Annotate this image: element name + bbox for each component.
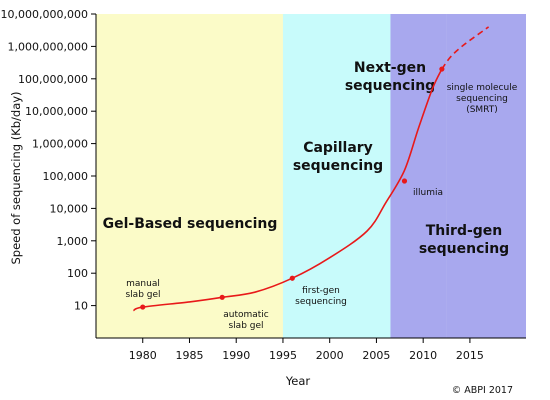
- y-tick-label-2: 1,000: [57, 235, 89, 248]
- y-tick-label-6: 10,000,000: [25, 105, 88, 118]
- x-tick-label-6: 2010: [409, 349, 437, 362]
- marker-point-3: [401, 178, 408, 184]
- region-band-2: [390, 14, 447, 338]
- era-regions: [96, 14, 526, 338]
- y-axis-title: Speed of sequencing (Kb/day): [9, 91, 23, 264]
- y-tick-label-9: 10,000,000,000: [1, 8, 88, 21]
- x-tick-label-4: 2000: [316, 349, 344, 362]
- marker-label-3: illumia: [413, 188, 443, 198]
- marker-point-2: [289, 275, 295, 281]
- y-tick-label-4: 100,000: [43, 170, 89, 183]
- region-label-1: Capillary sequencing: [293, 140, 383, 174]
- marker-point-4: [439, 66, 445, 72]
- marker-annotations: manual slab gel automatic slab gel first-gen…: [125, 83, 517, 331]
- axes: 10 100 1,000 10,000 100,000 1,000,000 10,000,0…: [1, 8, 526, 362]
- data-markers: [140, 66, 445, 310]
- era-labels: Gel-Based sequencing Capillary sequencing N…: [103, 60, 510, 257]
- y-tick-label-7: 100,000,000: [18, 73, 88, 86]
- y-tick-label-1: 100: [67, 267, 88, 280]
- marker-label-2: first-gen sequencing: [295, 286, 347, 307]
- copyright-notice: © ABPI 2017: [452, 385, 513, 396]
- marker-label-4: single molecule sequencing (SMRT): [447, 83, 518, 115]
- y-tick-label-8: 1,000,000,000: [8, 40, 88, 53]
- x-tick-label-2: 1990: [222, 349, 250, 362]
- x-axis-title: Year: [285, 374, 311, 388]
- y-tick-label-0: 10: [74, 300, 88, 313]
- data-series: [132, 26, 490, 312]
- region-label-3: Third-gen sequencing: [419, 223, 509, 257]
- y-tick-label-3: 10,000: [50, 202, 89, 215]
- x-tick-label-3: 1995: [269, 349, 297, 362]
- marker-point-1: [219, 294, 225, 300]
- marker-label-1: automatic slab gel: [223, 310, 269, 331]
- marker-label-0: manual slab gel: [125, 279, 160, 300]
- x-tick-label-1: 1985: [175, 349, 203, 362]
- region-label-0: Gel-Based sequencing: [103, 216, 278, 232]
- region-band-1: [282, 14, 391, 338]
- region-label-2: Next-gen sequencing: [345, 60, 435, 94]
- x-tick-label-0: 1980: [129, 349, 157, 362]
- sequencing-speed-line: [132, 68, 443, 312]
- y-tick-label-5: 1,000,000: [32, 138, 88, 151]
- projected-speed-line: [441, 26, 490, 70]
- region-band-0: [96, 14, 283, 338]
- x-tick-label-5: 2005: [362, 349, 390, 362]
- marker-point-0: [140, 304, 146, 310]
- x-tick-label-7: 2015: [456, 349, 484, 362]
- region-band-3: [446, 14, 526, 338]
